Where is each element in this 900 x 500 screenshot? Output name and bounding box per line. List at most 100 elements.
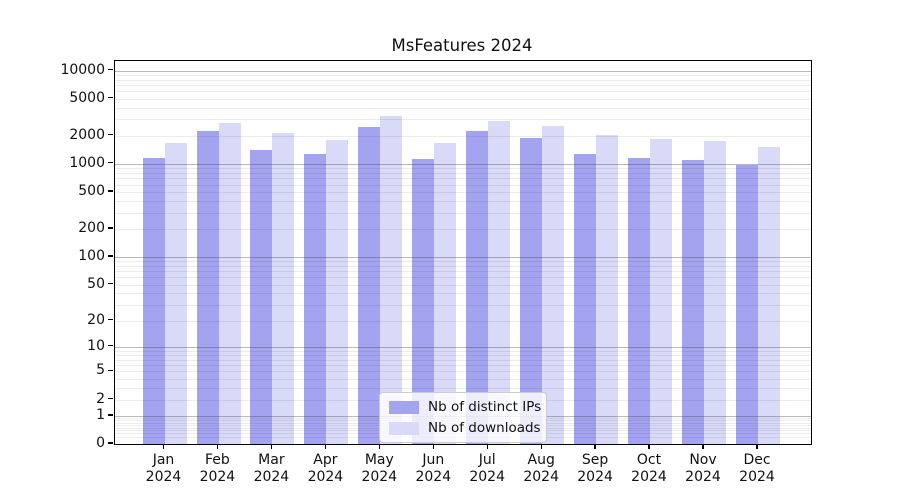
x-tick-month: Mar [258,452,285,468]
x-tick-year: 2024 [739,469,775,485]
y-tick-mark [108,282,113,285]
y-tick-mark [108,397,113,400]
x-tick-label: Jun 2024 [401,452,465,486]
x-tick-year: 2024 [307,469,344,485]
bar-downloads [164,142,187,444]
x-tick-label: Aug 2024 [509,452,573,486]
bar-distinct-ips [520,137,543,444]
legend-item: Nb of downloads [389,420,541,436]
x-tick-mark [324,444,327,449]
legend: Nb of distinct IPs Nb of downloads [379,392,547,443]
x-tick-mark [162,444,165,449]
x-tick-label: Nov 2024 [671,452,735,486]
x-tick-year: 2024 [253,469,290,485]
y-tick-label: 1 [96,406,105,423]
chart-title: MsFeatures 2024 [391,36,533,55]
bar-downloads [542,125,565,444]
y-tick-mark [108,134,113,136]
y-tick-label: 5000 [69,89,105,106]
y-tick-label: 10 [87,337,105,354]
bar-downloads [596,134,619,444]
bar-downloads [650,138,672,444]
bar-downloads [326,139,349,444]
bar-downloads [704,141,726,444]
x-tick-year: 2024 [631,469,667,485]
x-tick-month: Feb [204,452,230,468]
x-tick-month: Sep [581,452,609,468]
x-tick-year: 2024 [685,469,721,485]
bar-downloads [434,142,457,444]
bars-layer [115,61,811,444]
x-tick-month: Oct [636,452,662,468]
x-tick-month: Aug [527,452,555,468]
x-tick-label: Jul 2024 [455,452,519,486]
x-tick-month: Jun [422,452,445,468]
bar-distinct-ips [358,126,381,444]
x-tick-mark [216,444,219,449]
y-tick-label: 200 [78,220,105,236]
x-tick-month: Dec [743,452,771,468]
x-tick-month: May [364,452,394,468]
x-tick-mark [702,444,704,449]
x-tick-year: 2024 [199,469,236,485]
x-tick-label: Apr 2024 [293,452,357,486]
y-tick-label: 0 [96,435,105,451]
y-tick-mark [108,190,113,192]
x-tick-mark [432,444,434,449]
legend-swatch-downloads [389,421,419,435]
x-tick-mark [648,444,650,449]
y-tick-mark [108,96,113,99]
x-tick-month: Jul [478,452,496,468]
x-tick-year: 2024 [361,469,398,485]
y-tick-mark [108,369,113,371]
y-tick-mark [108,442,113,444]
x-tick-year: 2024 [577,469,613,485]
bar-downloads [272,133,295,444]
y-tick-mark [108,345,113,347]
x-tick-year: 2024 [415,469,452,485]
x-tick-label: Oct 2024 [617,452,681,486]
y-tick-label: 20 [87,311,105,328]
bar-downloads [758,147,780,444]
y-tick-label: 2000 [69,126,105,143]
y-tick-mark [108,318,113,321]
y-tick-label: 5 [96,362,105,379]
y-tick-mark [108,68,113,71]
x-tick-month: Apr [313,452,338,468]
y-tick-label: 500 [78,182,105,199]
x-tick-year: 2024 [145,469,182,485]
x-tick-year: 2024 [523,469,559,485]
bar-downloads [218,122,241,444]
bar-distinct-ips [250,149,273,444]
y-tick-label: 10000 [60,61,105,78]
x-tick-label: Jan 2024 [132,452,196,486]
x-tick-month: Nov [689,452,717,468]
legend-swatch-distinct-ips [389,400,419,414]
x-tick-mark [378,444,380,449]
bar-distinct-ips [466,131,489,444]
x-tick-mark [756,444,758,449]
bar-distinct-ips [736,164,758,444]
plot-area: Nb of distinct IPs Nb of downloads [114,60,812,445]
x-tick-mark [486,444,488,449]
bar-distinct-ips [304,154,327,444]
y-tick-label: 2 [96,390,105,407]
y-tick-mark [108,227,113,229]
y-tick-mark [108,255,113,257]
bar-distinct-ips [628,158,650,444]
x-tick-label: Mar 2024 [239,452,303,486]
x-tick-year: 2024 [469,469,505,485]
bar-distinct-ips [142,158,165,444]
bar-distinct-ips [574,154,597,444]
legend-label: Nb of distinct IPs [428,399,542,415]
x-tick-mark [594,444,596,449]
y-tick-mark [108,414,113,416]
x-tick-mark [540,444,542,449]
y-tick-label: 1000 [69,154,105,171]
x-tick-label: Sep 2024 [563,452,627,486]
y-tick-label: 100 [78,247,105,264]
y-tick-label: 50 [87,275,105,292]
x-tick-label: Feb 2024 [185,452,249,486]
bar-distinct-ips [196,131,219,444]
